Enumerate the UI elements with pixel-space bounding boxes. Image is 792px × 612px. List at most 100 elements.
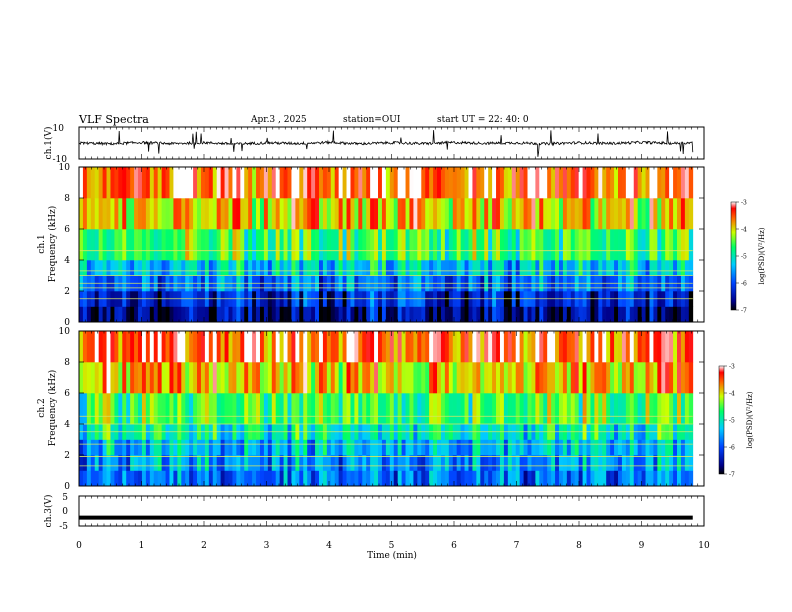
spectrogram-cell bbox=[244, 306, 249, 323]
spectrogram-cell bbox=[346, 260, 351, 276]
spectrogram-cell bbox=[94, 167, 100, 199]
spectrogram-cell bbox=[271, 260, 277, 276]
spectrogram-cell bbox=[566, 260, 572, 276]
spectrogram-cell bbox=[248, 470, 253, 487]
spectrogram-cell bbox=[358, 439, 363, 456]
spectrogram-cell bbox=[149, 362, 155, 394]
spectrogram-cell bbox=[669, 306, 674, 323]
spectrogram-cell bbox=[212, 331, 218, 363]
spectrogram-cell bbox=[165, 260, 170, 276]
spectrogram-cell bbox=[326, 198, 332, 230]
spectrogram-cell bbox=[193, 331, 198, 363]
spectrogram-cell bbox=[240, 439, 245, 456]
spectrogram-cell bbox=[618, 393, 623, 425]
spectrogram-cell bbox=[578, 260, 583, 276]
spectrogram-cell bbox=[543, 306, 548, 323]
spectrogram-cell bbox=[106, 167, 111, 199]
spectrogram-cell bbox=[409, 393, 414, 425]
spectrogram-cell bbox=[110, 260, 115, 276]
spectrogram-cell bbox=[503, 198, 509, 230]
spectrogram-cell bbox=[440, 306, 446, 323]
spectrogram-cell bbox=[523, 362, 528, 394]
spectrogram-cell bbox=[149, 470, 155, 487]
ch3-ytick-bottom: -5 bbox=[59, 522, 68, 532]
spectrogram-cell bbox=[633, 306, 639, 323]
spectrogram-cell bbox=[680, 455, 686, 471]
spectrogram-cell bbox=[98, 470, 103, 487]
spectrogram-cell bbox=[90, 362, 96, 394]
spectrogram-cell bbox=[590, 331, 595, 363]
spectrogram-cell bbox=[161, 167, 166, 199]
spectrogram-cell bbox=[452, 393, 458, 425]
spectrogram-cell bbox=[197, 229, 202, 261]
spectrogram-cell bbox=[598, 167, 603, 199]
spectrogram-cell bbox=[665, 393, 670, 425]
spectrogram-cell bbox=[134, 455, 139, 471]
spectrogram-cell bbox=[279, 306, 284, 323]
spectrogram-cell bbox=[326, 306, 332, 323]
spectrogram-cell bbox=[673, 306, 678, 323]
spectrogram-cell bbox=[122, 229, 127, 261]
spectrogram-cell bbox=[334, 455, 340, 471]
spectrogram-cell bbox=[295, 362, 300, 394]
spectrogram-cell bbox=[173, 455, 178, 471]
spectrogram-cell bbox=[393, 331, 399, 363]
spectrogram-cell bbox=[334, 470, 340, 487]
spectrogram-cell bbox=[421, 331, 426, 363]
spectrogram-cell bbox=[330, 393, 336, 425]
spectrogram-cell bbox=[433, 439, 438, 456]
spectrogram-cell bbox=[385, 167, 391, 199]
spectrogram-cell bbox=[102, 260, 107, 276]
spectrogram-cell bbox=[574, 229, 580, 261]
spectrogram-cell bbox=[527, 455, 532, 471]
spectrogram-cell bbox=[677, 470, 682, 487]
spectrogram-cell bbox=[397, 393, 403, 425]
spectrogram-cell bbox=[562, 393, 568, 425]
spectrogram-cell bbox=[531, 229, 536, 261]
spectrogram-cell bbox=[688, 362, 694, 394]
spectrogram-cell bbox=[307, 393, 312, 425]
spectrogram-cell bbox=[397, 167, 403, 199]
spectrogram-cell bbox=[464, 306, 469, 323]
spectrogram-cell bbox=[114, 470, 119, 487]
spectrogram-cell bbox=[224, 306, 229, 323]
spectrogram-cell bbox=[393, 455, 399, 471]
spectrogram-cell bbox=[381, 439, 387, 456]
spectrogram-cell bbox=[90, 306, 96, 323]
spectrogram-cell bbox=[271, 470, 277, 487]
spectrogram-cell bbox=[374, 470, 379, 487]
spectrogram-cell bbox=[374, 393, 379, 425]
spectrogram-cell bbox=[118, 198, 123, 230]
spectrogram-cell bbox=[141, 455, 147, 471]
spectrogram-cell bbox=[295, 393, 300, 425]
spectrogram-cell bbox=[539, 306, 544, 323]
spectrogram-cell bbox=[551, 393, 556, 425]
spectrogram-cell bbox=[566, 229, 572, 261]
spectrogram-cell bbox=[378, 362, 383, 394]
spectrogram-cell bbox=[499, 439, 505, 456]
spectrogram-cell bbox=[507, 362, 513, 394]
spectrogram-cell bbox=[263, 393, 269, 425]
spectrogram-cell bbox=[405, 198, 410, 230]
spectrogram-cell bbox=[212, 167, 218, 199]
spectrogram-cell bbox=[452, 331, 458, 363]
spectrogram-cell bbox=[448, 439, 454, 456]
spectrogram-cell bbox=[334, 306, 340, 323]
spectrogram-cell bbox=[322, 393, 328, 425]
spectrogram-cell bbox=[346, 306, 351, 323]
spectrogram-cell bbox=[515, 470, 521, 487]
spectrogram-cell bbox=[122, 393, 127, 425]
spectrogram-cell bbox=[256, 306, 261, 323]
spectrogram-cell bbox=[440, 331, 446, 363]
spectrogram-cell bbox=[228, 470, 233, 487]
spectrogram-cell bbox=[421, 362, 426, 394]
spectrogram-cell bbox=[303, 455, 308, 471]
spectrogram-cell bbox=[200, 455, 206, 471]
spectrogram-cell bbox=[409, 306, 414, 323]
spectrogram-cell bbox=[409, 362, 414, 394]
spectrogram-cell bbox=[413, 439, 418, 456]
spectrogram-cell bbox=[625, 439, 631, 456]
spectrogram-cell bbox=[82, 229, 88, 261]
spectrogram-cell bbox=[295, 198, 300, 230]
